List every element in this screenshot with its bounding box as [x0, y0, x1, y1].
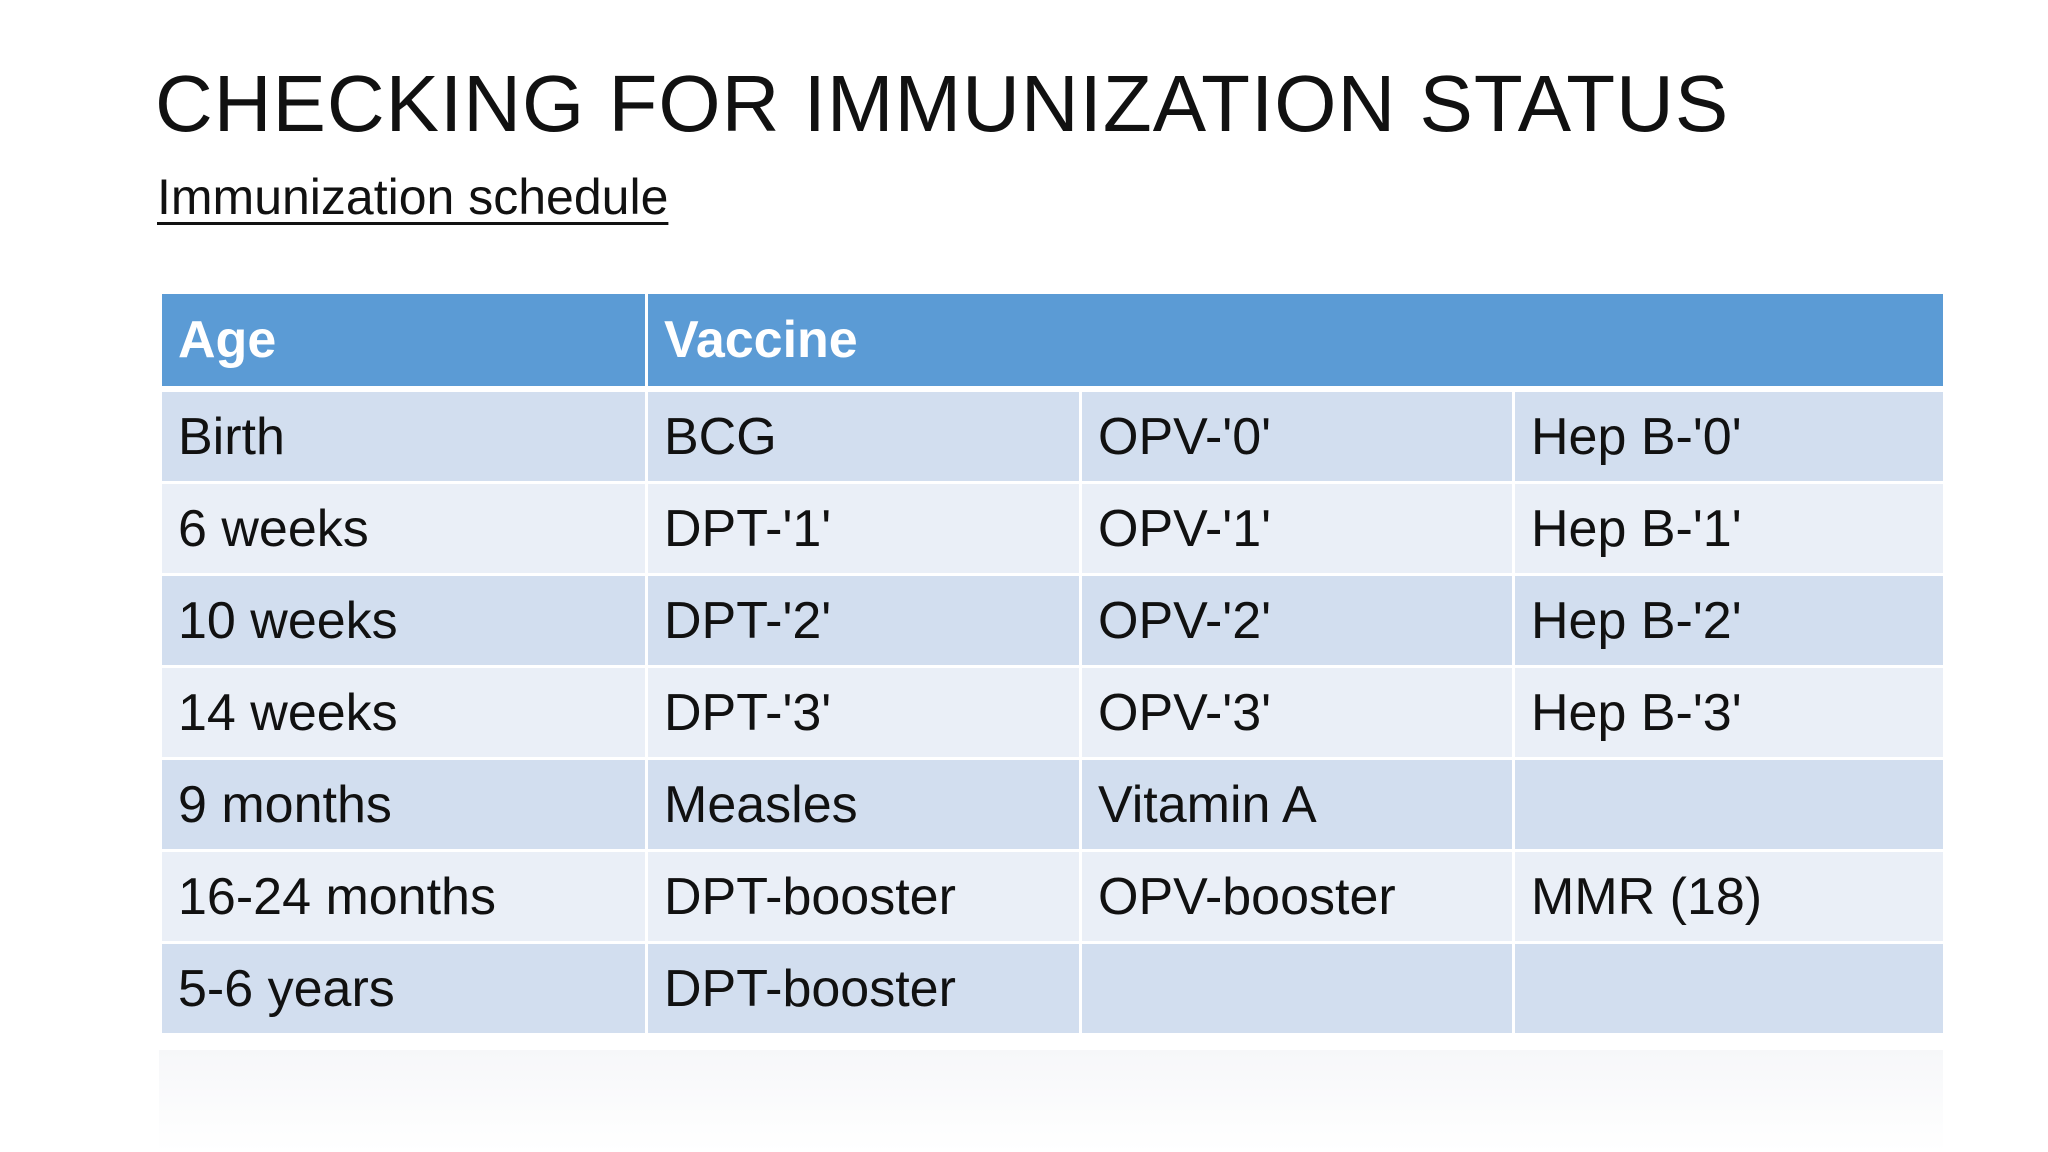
age-cell: 6 weeks [159, 481, 648, 576]
vaccine-cell: DPT-booster [645, 849, 1082, 944]
vaccine-cell: DPT-booster [645, 941, 1082, 1036]
vaccine-cell: Hep B-'0' [1512, 387, 1946, 484]
vaccine-cell: OPV-'0' [1079, 387, 1515, 484]
table-row: 9 months Measles Vitamin A [159, 757, 1946, 852]
vaccine-cell [1512, 757, 1946, 852]
vaccine-cell [1079, 941, 1515, 1036]
table-row: Birth BCG OPV-'0' Hep B-'0' [159, 387, 1946, 484]
schedule-table: Age Vaccine Birth BCG OPV-'0' Hep B-'0' 6 we… [159, 291, 1946, 1036]
table-row: 14 weeks DPT-'3' OPV-'3' Hep B-'3' [159, 665, 1946, 760]
age-cell: Birth [159, 387, 648, 484]
vaccine-cell: BCG [645, 387, 1082, 484]
table-row: 5-6 years DPT-booster [159, 941, 1946, 1036]
age-cell: 14 weeks [159, 665, 648, 760]
vaccine-cell: Vitamin A [1079, 757, 1515, 852]
vaccine-cell: OPV-'3' [1079, 665, 1515, 760]
header-cell: Age [159, 291, 648, 392]
age-cell: 5-6 years [159, 941, 648, 1036]
age-cell: 16-24 months [159, 849, 648, 944]
header-row: Age Vaccine [159, 291, 1946, 392]
vaccine-cell: Measles [645, 757, 1082, 852]
vaccine-cell: OPV-booster [1079, 849, 1515, 944]
vaccine-cell: Hep B-'1' [1512, 481, 1946, 576]
table-row: 6 weeks DPT-'1' OPV-'1' Hep B-'1' [159, 481, 1946, 576]
table-row: 16-24 months DPT-booster OPV-booster MMR (1… [159, 849, 1946, 944]
vaccine-cell: DPT-'2' [645, 573, 1082, 668]
age-cell: 10 weeks [159, 573, 648, 668]
vaccine-cell [1512, 941, 1946, 1036]
table-row: 10 weeks DPT-'2' OPV-'2' Hep B-'2' [159, 573, 1946, 668]
vaccine-cell: OPV-'1' [1079, 481, 1515, 576]
header-cell: Vaccine [645, 291, 1946, 392]
vaccine-cell: Hep B-'2' [1512, 573, 1946, 668]
vaccine-cell: Hep B-'3' [1512, 665, 1946, 760]
subtitle: Immunization schedule [157, 169, 669, 225]
title: CHECKING FOR IMMUNIZATION STATUS [155, 59, 1730, 148]
age-cell: 9 months [159, 757, 648, 852]
table-shadow [159, 1050, 1943, 1152]
vaccine-cell: DPT-'3' [645, 665, 1082, 760]
vaccine-cell: MMR (18) [1512, 849, 1946, 944]
vaccine-cell: DPT-'1' [645, 481, 1082, 576]
vaccine-cell: OPV-'2' [1079, 573, 1515, 668]
